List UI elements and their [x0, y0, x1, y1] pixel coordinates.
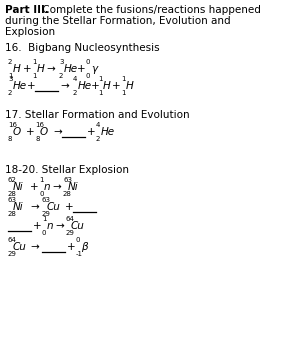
Text: +: + [33, 221, 42, 231]
Text: 2: 2 [59, 73, 63, 79]
Text: +: + [27, 81, 36, 91]
Text: 64: 64 [66, 216, 75, 222]
Text: 1: 1 [39, 177, 44, 183]
Text: →: → [30, 242, 39, 252]
Text: 63: 63 [63, 177, 72, 183]
Text: 29: 29 [42, 211, 51, 217]
Text: 2: 2 [73, 90, 77, 96]
Text: 2: 2 [96, 136, 100, 142]
Text: →: → [46, 64, 55, 74]
Text: 17. Stellar Formation and Evolution: 17. Stellar Formation and Evolution [5, 110, 190, 120]
Text: 8: 8 [8, 136, 13, 142]
Text: He: He [64, 64, 78, 74]
Text: 8: 8 [35, 136, 40, 142]
Text: 0: 0 [86, 59, 91, 65]
Text: Ni: Ni [68, 182, 79, 192]
Text: 28: 28 [63, 191, 72, 197]
Text: H: H [126, 81, 134, 91]
Text: 16: 16 [8, 122, 17, 128]
Text: Ni: Ni [13, 202, 24, 212]
Text: →: → [30, 202, 39, 212]
Text: 4: 4 [96, 122, 100, 128]
Text: 3: 3 [59, 59, 64, 65]
Text: →: → [55, 221, 64, 231]
Text: 1: 1 [32, 59, 37, 65]
Text: He+: He+ [78, 81, 101, 91]
Text: He: He [101, 127, 115, 137]
Text: 62: 62 [8, 177, 17, 183]
Text: 1: 1 [121, 90, 126, 96]
Text: 28: 28 [8, 191, 17, 197]
Text: Cu: Cu [13, 242, 27, 252]
Text: β: β [81, 242, 87, 252]
Text: 0: 0 [42, 230, 46, 236]
Text: 1: 1 [98, 76, 103, 82]
Text: +: + [30, 182, 39, 192]
Text: Ni: Ni [13, 182, 24, 192]
Text: →: → [53, 127, 62, 137]
Text: 16.  Bigbang Nucleosynthesis: 16. Bigbang Nucleosynthesis [5, 43, 160, 53]
Text: 64: 64 [8, 237, 17, 243]
Text: +: + [87, 127, 95, 137]
Text: +: + [23, 64, 32, 74]
Text: 2: 2 [8, 90, 12, 96]
Text: 1: 1 [8, 73, 13, 79]
Text: 29: 29 [8, 251, 17, 257]
Text: He: He [13, 81, 27, 91]
Text: Part III.: Part III. [5, 5, 49, 15]
Text: H: H [37, 64, 45, 74]
Text: 28: 28 [8, 211, 17, 217]
Text: →: → [52, 182, 61, 192]
Text: O: O [40, 127, 48, 137]
Text: n: n [47, 221, 54, 231]
Text: 29: 29 [66, 230, 75, 236]
Text: n: n [44, 182, 51, 192]
Text: +: + [112, 81, 121, 91]
Text: 1: 1 [32, 73, 37, 79]
Text: 63: 63 [42, 197, 51, 203]
Text: 63: 63 [8, 197, 17, 203]
Text: 1: 1 [42, 216, 46, 222]
Text: Explosion: Explosion [5, 27, 55, 37]
Text: 3: 3 [8, 76, 13, 82]
Text: during the Stellar Formation, Evolution and: during the Stellar Formation, Evolution … [5, 16, 231, 26]
Text: 4: 4 [73, 76, 77, 82]
Text: γ: γ [91, 64, 97, 74]
Text: 1: 1 [121, 76, 126, 82]
Text: H: H [13, 64, 21, 74]
Text: Complete the fusions/reactions happened: Complete the fusions/reactions happened [39, 5, 261, 15]
Text: 18-20. Stellar Explosion: 18-20. Stellar Explosion [5, 165, 129, 175]
Text: Cu: Cu [71, 221, 85, 231]
Text: →: → [60, 81, 69, 91]
Text: +: + [26, 127, 35, 137]
Text: 16: 16 [35, 122, 44, 128]
Text: O: O [13, 127, 21, 137]
Text: 2: 2 [8, 59, 12, 65]
Text: 0: 0 [39, 191, 44, 197]
Text: +: + [65, 202, 74, 212]
Text: +: + [77, 64, 86, 74]
Text: Cu: Cu [47, 202, 61, 212]
Text: H: H [103, 81, 111, 91]
Text: 0: 0 [76, 237, 80, 243]
Text: 1: 1 [98, 90, 103, 96]
Text: 0: 0 [86, 73, 91, 79]
Text: -1: -1 [76, 251, 83, 257]
Text: +: + [67, 242, 76, 252]
